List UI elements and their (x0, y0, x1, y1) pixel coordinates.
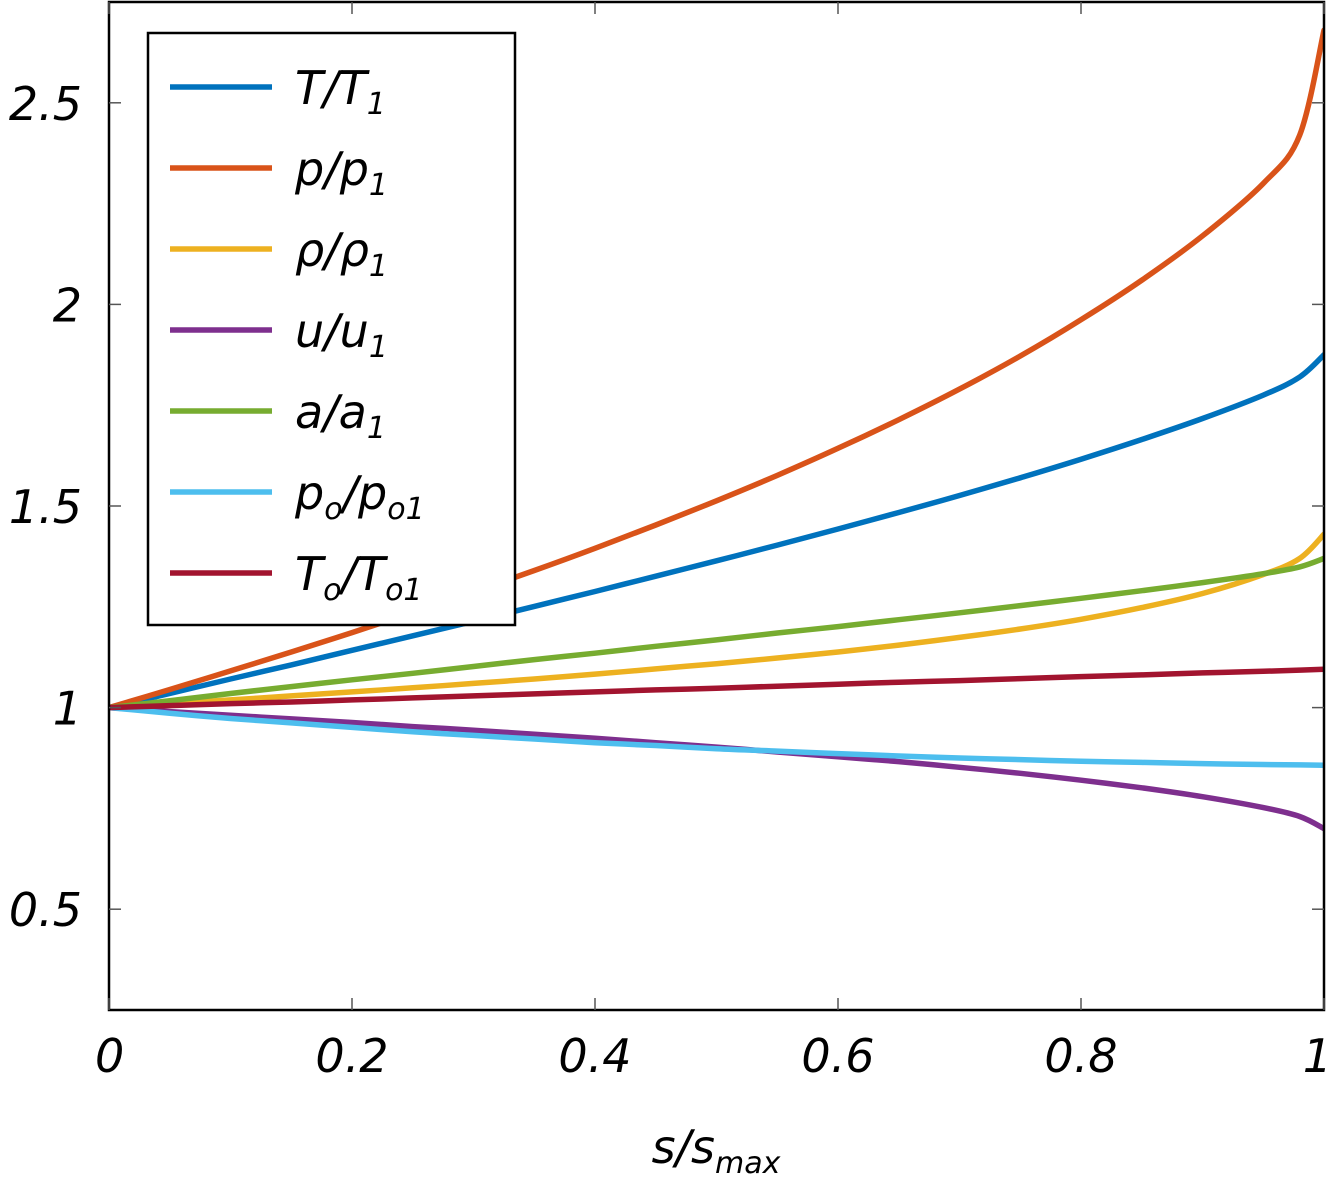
x-tick-label: 0.8 (1044, 1029, 1117, 1083)
legend-label: To/To1 (295, 547, 423, 608)
y-tick-label: 0.5 (9, 883, 82, 937)
legend-label: po/po1 (294, 466, 425, 527)
legend-label: u/u1 (295, 304, 388, 365)
series-line-3 (109, 704, 1324, 832)
x-axis-label: s/smax (652, 1120, 781, 1179)
series-line-0 (109, 352, 1324, 711)
y-tick-label: 1.5 (9, 480, 82, 534)
x-tick-label: 0.4 (558, 1029, 631, 1083)
legend: T/T1 p/p1 ρ/ρ1 u/u1 a/a1 po/po1 To/To1 (146, 31, 517, 627)
series-line-6 (109, 666, 1324, 711)
series-line-2 (109, 531, 1324, 711)
tick-layer: 0 0.2 0.4 0.6 0.8 1 0.5 1 1.5 2 2.5 (9, 2, 1332, 1083)
legend-label: a/a1 (295, 385, 386, 446)
legend-label: ρ/ρ1 (295, 223, 388, 284)
legend-label: p/p1 (294, 142, 388, 203)
series-line-1 (109, 27, 1324, 711)
series-layer (109, 27, 1324, 832)
x-axis-label-sub: max (715, 1146, 781, 1179)
legend-label: T/T1 (295, 61, 386, 122)
y-tick-label: 2 (53, 278, 82, 332)
x-tick-label: 0.2 (315, 1029, 388, 1083)
y-tick-label: 2.5 (9, 77, 82, 131)
x-tick-label: 0 (95, 1029, 124, 1083)
y-tick-label: 1 (53, 682, 82, 736)
x-tick-label: 0.6 (801, 1029, 874, 1083)
series-line-4 (109, 555, 1324, 711)
x-axis-label-main: s/s (652, 1120, 715, 1174)
x-tick-label: 1 (1303, 1029, 1332, 1083)
series-line-5 (109, 704, 1324, 769)
